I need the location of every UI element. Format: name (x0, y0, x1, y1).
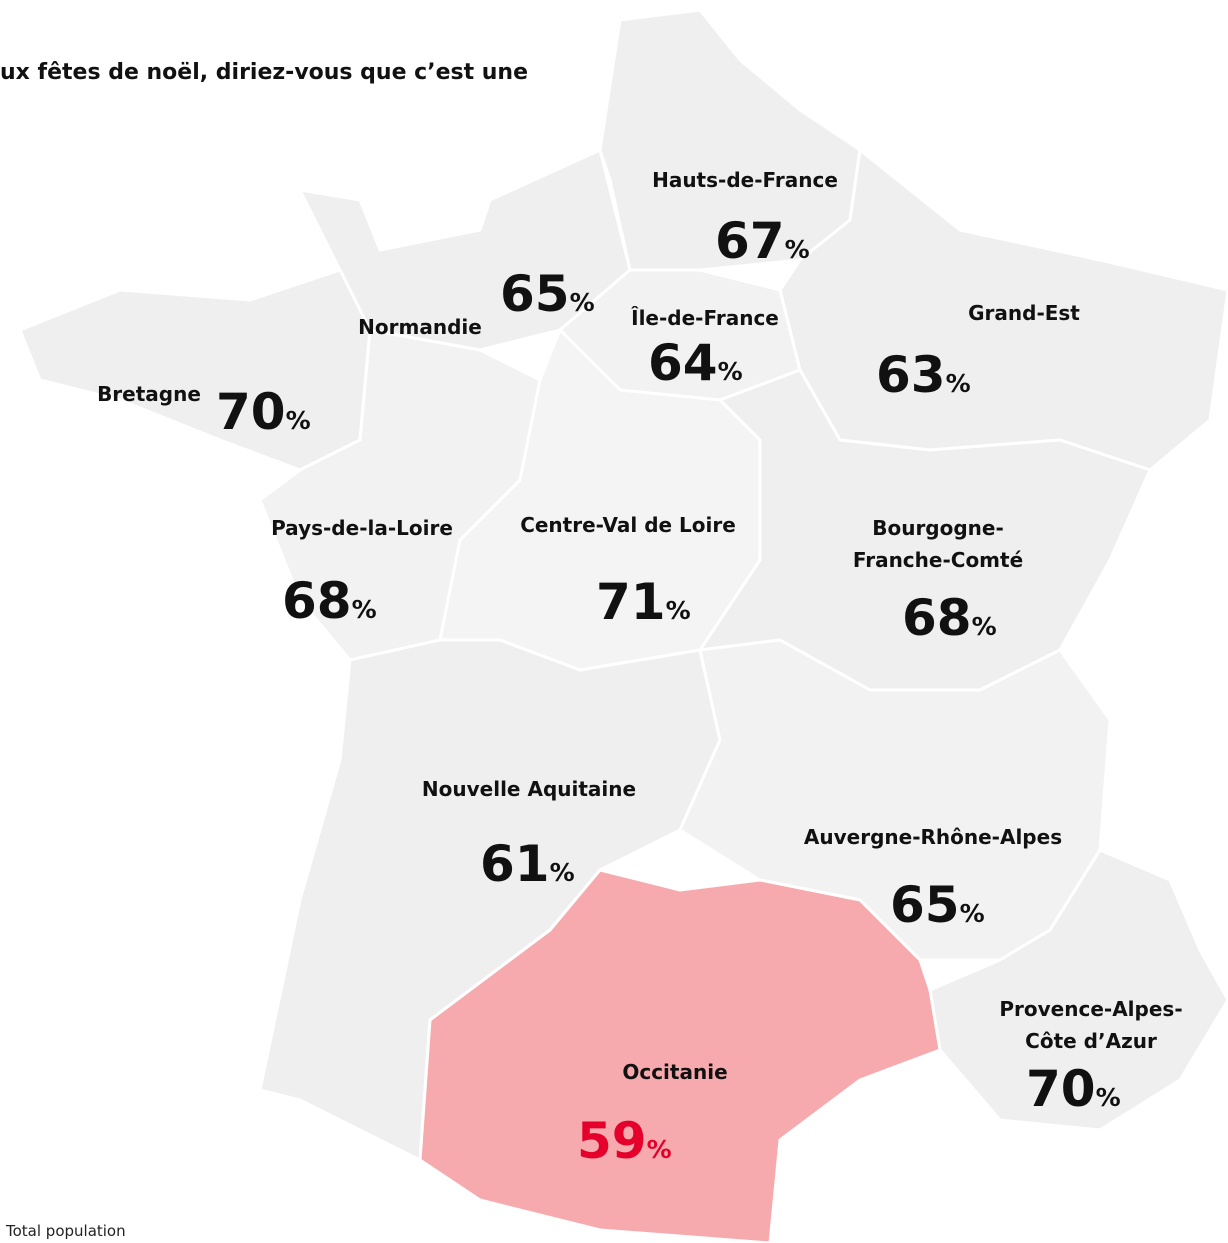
footnote: Total population (5, 1222, 126, 1240)
region-value: 70% (216, 383, 311, 441)
region-name: Provence-Alpes- (999, 997, 1182, 1021)
unit: % (647, 1135, 672, 1164)
unit: % (785, 235, 810, 264)
region-name: Côte d’Azur (1025, 1029, 1157, 1053)
region-value: 70% (1026, 1060, 1121, 1118)
region-value: 63% (876, 346, 971, 404)
unit: % (972, 612, 997, 641)
value: 63 (876, 346, 946, 404)
unit: % (352, 595, 377, 624)
region-name: Normandie (358, 315, 482, 339)
value: 61 (480, 835, 550, 893)
region-name: Franche-Comté (853, 548, 1023, 572)
region-name: Grand-Est (968, 301, 1080, 325)
region-value: 68% (902, 589, 997, 647)
unit: % (550, 858, 575, 887)
region-name: Bretagne (97, 382, 201, 406)
unit: % (718, 357, 743, 386)
region-name: Occitanie (622, 1060, 727, 1084)
value: 67 (715, 212, 785, 270)
region-value: 71% (596, 573, 691, 631)
region-name: Île-de-France (631, 306, 779, 330)
value: 65 (500, 265, 570, 323)
region-shape (418, 868, 942, 1243)
region-name: Centre-Val de Loire (520, 513, 736, 537)
unit: % (570, 288, 595, 317)
region-name: Pays-de-la-Loire (271, 516, 453, 540)
region-value: 65% (890, 876, 985, 934)
region-shape (18, 268, 372, 472)
unit: % (960, 899, 985, 928)
region-value: 59% (577, 1112, 672, 1170)
value: 70 (1026, 1060, 1096, 1118)
region-value: 64% (648, 334, 743, 392)
value: 71 (596, 573, 666, 631)
unit: % (666, 596, 691, 625)
unit: % (286, 406, 311, 435)
region-value: 65% (500, 265, 595, 323)
region-name: Hauts-de-France (652, 168, 838, 192)
unit: % (946, 369, 971, 398)
unit: % (1096, 1083, 1121, 1112)
region-value: 61% (480, 835, 575, 893)
region-name: Bourgogne- (872, 516, 1004, 540)
region-value: 67% (715, 212, 810, 270)
value: 64 (648, 334, 718, 392)
value: 59 (577, 1112, 647, 1170)
region-name: Auvergne-Rhône-Alpes (804, 825, 1062, 849)
region-name: Nouvelle Aquitaine (422, 777, 636, 801)
value: 68 (282, 572, 352, 630)
region-value: 68% (282, 572, 377, 630)
value: 70 (216, 383, 286, 441)
value: 65 (890, 876, 960, 934)
title: ux fêtes de noël, diriez-vous que c’est … (0, 60, 528, 85)
value: 68 (902, 589, 972, 647)
